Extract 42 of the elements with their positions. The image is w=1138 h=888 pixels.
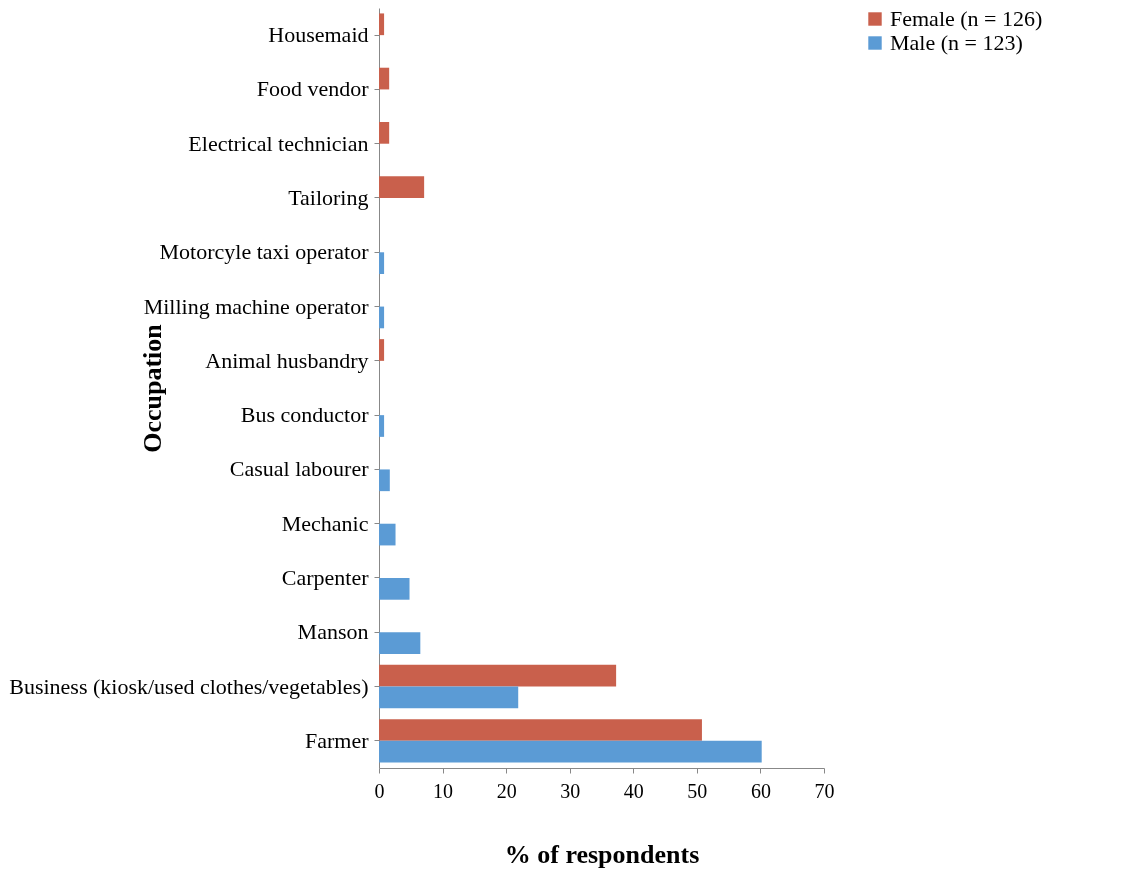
x-tick-label: 40 [623, 779, 644, 802]
x-tick-label: 70 [814, 779, 835, 802]
y-tick-label: Farmer [304, 727, 370, 753]
y-tick-label: Manson [297, 619, 369, 645]
y-tick-label: Business (kiosk/used clothes/vegetables) [9, 673, 369, 699]
y-tick-label: Mechanic [281, 510, 369, 536]
bar [379, 664, 617, 687]
x-tick-label: 30 [560, 779, 581, 802]
y-tick-label: Housemaid [268, 22, 369, 48]
legend-label: Female (n = 126) [890, 6, 1043, 31]
bar [379, 176, 425, 198]
bar [379, 719, 702, 741]
bar [379, 252, 385, 274]
y-tick-label: Food vendor [256, 76, 370, 102]
bar [379, 469, 390, 492]
y-tick-label: Casual labourer [229, 456, 370, 482]
bar [379, 339, 385, 361]
bar [379, 67, 390, 90]
bar [379, 306, 385, 329]
y-tick-label: Motorcyle taxi operator [159, 239, 370, 265]
x-tick-label: 60 [750, 779, 771, 802]
bar [379, 415, 385, 437]
x-axis-title: % of respondents [504, 839, 700, 869]
y-axis-title: Occupation [137, 323, 167, 453]
y-tick-label: Tailoring [288, 185, 369, 210]
y-tick-label: Electrical technician [188, 130, 369, 156]
x-tick-label: 10 [433, 779, 454, 802]
y-tick-label: Carpenter [281, 565, 370, 590]
x-tick-label: 50 [687, 779, 708, 802]
bar [379, 578, 410, 600]
y-tick-label: Milling machine operator [143, 293, 370, 319]
bar [379, 122, 390, 144]
y-tick-label: Bus conductor [240, 402, 370, 428]
y-tick-label: Animal husbandry [205, 347, 369, 373]
x-tick-label: 0 [374, 779, 385, 802]
bar [379, 740, 762, 763]
x-tick-label: 20 [496, 779, 517, 802]
bar [379, 13, 385, 36]
bar [379, 686, 519, 709]
bar [379, 523, 396, 546]
legend-label: Male (n = 123) [890, 30, 1023, 55]
bar [379, 632, 421, 654]
